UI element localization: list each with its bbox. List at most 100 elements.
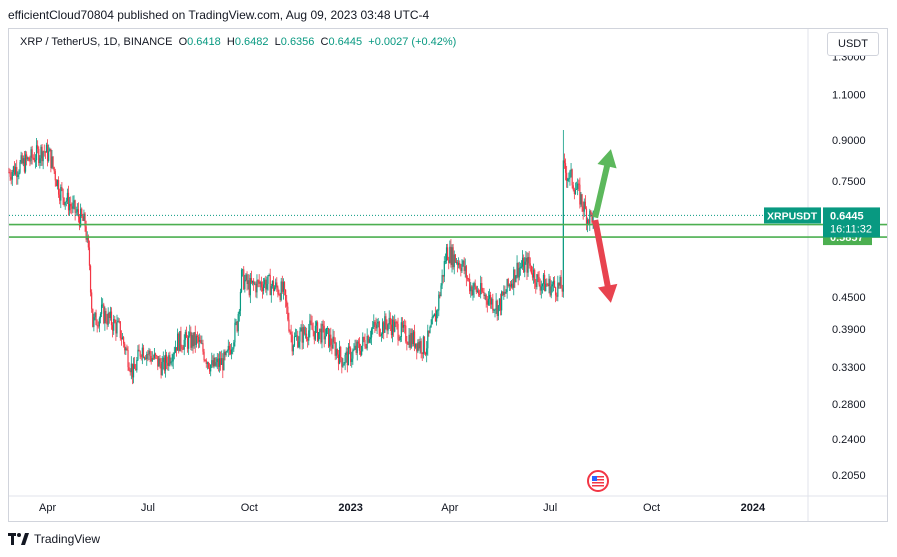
- candle-body: [384, 316, 386, 333]
- candle-body: [318, 332, 320, 341]
- candle-body: [563, 160, 566, 164]
- candle-body: [31, 149, 33, 158]
- candle-body: [219, 358, 222, 365]
- candle-body: [390, 324, 393, 336]
- candle-body: [568, 178, 570, 180]
- candle-body: [583, 201, 585, 212]
- candle-body: [578, 183, 580, 185]
- candle-body: [119, 321, 121, 338]
- candle-body: [182, 348, 184, 350]
- candle-body: [9, 172, 11, 177]
- candle-body: [70, 204, 72, 207]
- currency-button[interactable]: USDT: [827, 32, 879, 56]
- candle-body: [470, 286, 472, 292]
- candle-body: [170, 361, 172, 364]
- candle-body: [359, 350, 362, 355]
- candle-body: [76, 209, 78, 212]
- candle-body: [544, 274, 546, 292]
- candle-body: [51, 156, 53, 168]
- candle-body: [307, 338, 309, 341]
- candle-body: [168, 355, 170, 366]
- symbol-tag: XRPUSDT: [767, 210, 818, 222]
- candle-body: [408, 334, 410, 345]
- candle-body: [401, 322, 404, 328]
- candle-body: [34, 160, 37, 162]
- candle-body: [416, 343, 418, 352]
- candle-body: [536, 274, 538, 288]
- candle-body: [113, 319, 115, 331]
- candle-body: [336, 349, 339, 355]
- candle-body: [530, 265, 532, 274]
- last-price-tag-bg: [823, 207, 880, 238]
- candle-body: [373, 321, 375, 327]
- candle-body: [507, 279, 509, 286]
- candle-body: [391, 319, 394, 336]
- candle-body: [266, 283, 268, 290]
- candle-body: [226, 350, 228, 352]
- candle-body: [376, 323, 378, 329]
- candle-body: [395, 321, 397, 323]
- candle-body: [525, 257, 527, 262]
- footer-brand-row[interactable]: TradingView: [8, 532, 100, 546]
- candle-body: [26, 154, 28, 160]
- candle-body: [519, 267, 521, 269]
- candle-body: [93, 317, 95, 327]
- candle-body: [438, 294, 440, 311]
- candle-body: [394, 321, 396, 332]
- candle-body: [514, 269, 516, 283]
- candle-body: [497, 305, 499, 316]
- candle-body: [280, 281, 282, 300]
- candle-body: [137, 349, 139, 360]
- candle-body: [569, 171, 571, 179]
- candle-body: [342, 365, 344, 367]
- candle-body: [400, 322, 402, 337]
- candle-body: [434, 313, 437, 322]
- candle-body: [42, 151, 44, 162]
- candle-body: [377, 321, 379, 324]
- candle-body: [146, 354, 148, 360]
- candle-body: [453, 254, 455, 268]
- x-tick-label: Apr: [441, 502, 458, 514]
- candle-body: [320, 328, 322, 343]
- candle-body: [334, 341, 336, 356]
- candle-body: [528, 257, 530, 264]
- candle-body: [37, 145, 39, 149]
- candle-body: [355, 345, 357, 353]
- candle-body: [305, 333, 308, 339]
- candle-body: [152, 357, 154, 359]
- candle-body: [191, 335, 193, 348]
- candle-body: [523, 257, 525, 273]
- candle-body: [35, 145, 38, 161]
- candle-body: [423, 336, 426, 354]
- candle-body: [29, 160, 31, 162]
- candle-body: [319, 328, 321, 333]
- candle-body: [331, 344, 333, 349]
- candle-body: [257, 280, 259, 282]
- candle-body: [201, 343, 203, 345]
- candle-body: [534, 269, 536, 283]
- candle-body: [77, 209, 80, 217]
- candle-body: [296, 335, 298, 337]
- candle-body: [521, 257, 524, 267]
- candle-body: [448, 260, 450, 263]
- candle-body: [328, 328, 330, 347]
- candle-body: [344, 355, 346, 364]
- candle-body: [347, 346, 350, 366]
- candle-body: [278, 294, 280, 296]
- candle-body: [238, 310, 240, 315]
- candle-body: [159, 358, 161, 365]
- candle-body: [172, 354, 174, 362]
- candle-body: [268, 274, 270, 276]
- candle-body: [380, 334, 383, 336]
- candle-body: [115, 322, 117, 334]
- candle-body: [557, 282, 559, 297]
- candle-body: [367, 335, 369, 343]
- candle-body: [499, 298, 502, 311]
- us-flag-icon: [587, 470, 609, 492]
- candle-body: [460, 267, 462, 272]
- candle-body: [118, 320, 120, 322]
- candle-body: [517, 262, 519, 278]
- us-flag-canton: [592, 476, 597, 481]
